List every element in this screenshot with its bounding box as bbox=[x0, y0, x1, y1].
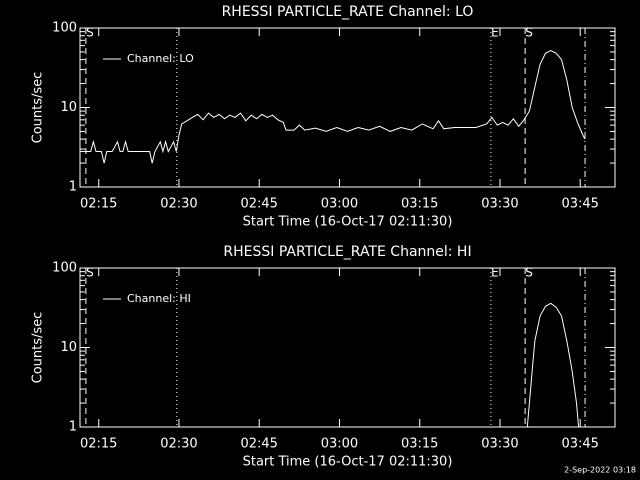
y-axis-label: Counts/sec bbox=[31, 72, 46, 144]
event-label: S bbox=[86, 26, 94, 40]
x-tick-label: 02:30 bbox=[160, 437, 197, 452]
x-axis-label: Start Time (16-Oct-17 02:11:30) bbox=[243, 215, 453, 230]
event-label: E bbox=[491, 26, 499, 40]
x-tick-label: 03:00 bbox=[321, 437, 358, 452]
x-tick-label: 02:15 bbox=[80, 437, 117, 452]
x-tick-label: 03:45 bbox=[561, 197, 598, 212]
legend-label: Channel: LO bbox=[127, 52, 194, 65]
chart-title: RHESSI PARTICLE_RATE Channel: LO bbox=[222, 4, 474, 20]
y-tick-label: 100 bbox=[52, 21, 77, 36]
data-line bbox=[526, 302, 580, 428]
x-axis-label: Start Time (16-Oct-17 02:11:30) bbox=[243, 455, 453, 470]
y-tick-label: 1 bbox=[69, 180, 77, 195]
x-tick-label: 02:15 bbox=[80, 197, 117, 212]
x-tick-label: 03:00 bbox=[321, 197, 358, 212]
x-tick-label: 02:30 bbox=[160, 197, 197, 212]
x-tick-label: 03:30 bbox=[481, 437, 518, 452]
event-label: S bbox=[86, 266, 94, 280]
y-tick-label: 10 bbox=[60, 340, 77, 355]
data-line bbox=[80, 50, 586, 164]
x-tick-label: 02:45 bbox=[240, 437, 277, 452]
x-tick-label: 03:45 bbox=[561, 437, 598, 452]
footer: 2-Sep-2022 03:18 bbox=[564, 466, 636, 475]
chart-title: RHESSI PARTICLE_RATE Channel: HI bbox=[223, 244, 471, 260]
y-tick-label: 10 bbox=[60, 100, 77, 115]
x-tick-label: 03:15 bbox=[401, 197, 438, 212]
event-label: S bbox=[525, 266, 533, 280]
event-label: E bbox=[491, 266, 499, 280]
x-tick-label: 03:15 bbox=[401, 437, 438, 452]
legend-label: Channel: HI bbox=[127, 292, 191, 305]
y-tick-label: 1 bbox=[69, 420, 77, 435]
x-tick-label: 02:45 bbox=[240, 197, 277, 212]
x-tick-label: 03:30 bbox=[481, 197, 518, 212]
event-label: S bbox=[525, 26, 533, 40]
y-tick-label: 100 bbox=[52, 261, 77, 276]
y-axis-label: Counts/sec bbox=[31, 312, 46, 384]
